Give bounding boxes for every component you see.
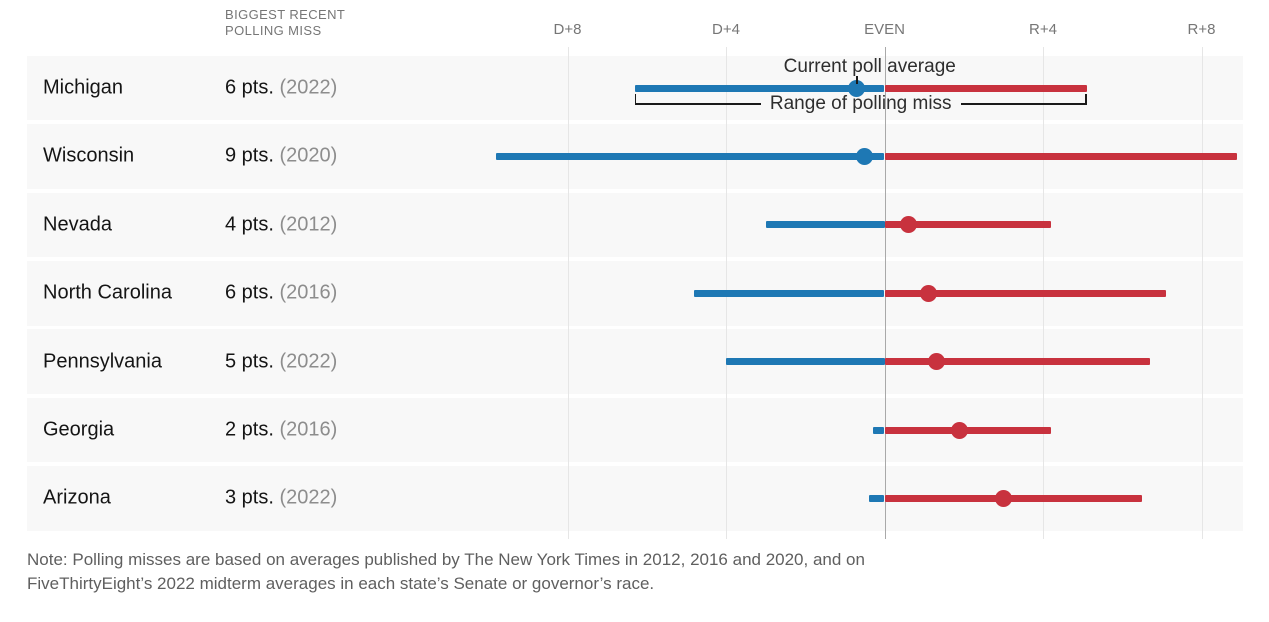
miss-label: 3 pts. (2022) xyxy=(225,487,337,510)
state-row: Nevada 4 pts. (2012) xyxy=(27,192,1243,258)
range-of-polling-miss-bracket: Range of polling miss xyxy=(634,93,1087,114)
poll-average-dot xyxy=(848,79,866,97)
footnote-line1: Note: Polling misses are based on averag… xyxy=(27,550,865,569)
state-name: Wisconsin xyxy=(43,144,135,167)
rep-range-bar xyxy=(884,221,1051,229)
miss-points: 3 pts. xyxy=(225,486,280,509)
axis-tick-label: D+4 xyxy=(712,21,740,38)
miss-points: 5 pts. xyxy=(225,350,280,373)
dem-range-bar xyxy=(726,358,885,366)
miss-label: 4 pts. (2012) xyxy=(225,213,337,236)
miss-year: (2020) xyxy=(279,144,338,167)
column-header: BIGGEST RECENT POLLING MISS xyxy=(225,7,345,38)
miss-label: 6 pts. (2016) xyxy=(225,282,337,305)
miss-points: 4 pts. xyxy=(225,213,280,236)
dem-range-bar xyxy=(765,221,885,229)
poll-average-dot xyxy=(899,216,917,234)
miss-label: 6 pts. (2022) xyxy=(225,77,337,100)
miss-label: 9 pts. (2020) xyxy=(225,145,337,168)
current-poll-average-label: Current poll average xyxy=(783,56,956,77)
column-header-line1: BIGGEST RECENT xyxy=(225,7,346,22)
state-name: Pennsylvania xyxy=(43,350,162,373)
state-name: Arizona xyxy=(43,486,111,509)
poll-average-pointer-tick xyxy=(856,76,858,84)
poll-average-dot xyxy=(951,421,969,439)
state-name: Michigan xyxy=(43,76,124,99)
miss-label: 2 pts. (2016) xyxy=(225,419,337,442)
state-name: North Carolina xyxy=(43,281,172,304)
dem-range-bar xyxy=(694,289,885,297)
poll-average-dot xyxy=(856,147,874,165)
miss-points: 6 pts. xyxy=(225,76,280,99)
gridline xyxy=(567,47,569,539)
state-row: Wisconsin 9 pts. (2020) xyxy=(27,124,1243,189)
miss-points: 2 pts. xyxy=(225,418,280,441)
bracket-left-tick xyxy=(634,94,637,104)
axis-tick-label: R+4 xyxy=(1029,21,1057,38)
miss-year: (2022) xyxy=(279,76,338,99)
bracket-left-line xyxy=(634,103,761,105)
miss-label: 5 pts. (2022) xyxy=(225,350,337,373)
axis-tick-label: D+8 xyxy=(553,21,582,38)
state-name: Georgia xyxy=(43,418,115,441)
miss-year: (2022) xyxy=(279,350,338,373)
miss-points: 9 pts. xyxy=(225,144,280,167)
miss-year: (2022) xyxy=(279,486,338,509)
poll-average-dot xyxy=(994,489,1012,507)
footnote-line2: FiveThirtyEight’s 2022 midterm averages … xyxy=(27,574,655,593)
range-of-polling-miss-label: Range of polling miss xyxy=(769,93,952,114)
footnote: Note: Polling misses are based on averag… xyxy=(27,548,865,596)
rep-range-bar xyxy=(884,494,1143,502)
poll-average-dot xyxy=(927,353,945,371)
dem-range-bar xyxy=(496,152,885,160)
state-row: Georgia 2 pts. (2016) xyxy=(27,397,1243,463)
dem-range-bar xyxy=(872,426,885,434)
dem-range-bar xyxy=(634,84,885,92)
poll-average-dot xyxy=(919,284,937,302)
axis-tick-label: R+8 xyxy=(1187,21,1216,38)
bracket-right-line xyxy=(960,103,1087,105)
rep-range-bar xyxy=(884,289,1166,297)
bracket-right-tick xyxy=(1085,94,1087,104)
column-header-line2: POLLING MISS xyxy=(225,22,322,38)
miss-year: (2012) xyxy=(279,213,338,236)
rep-range-bar xyxy=(884,358,1150,366)
gridline xyxy=(1201,47,1203,539)
dem-range-bar xyxy=(868,494,885,502)
axis-tick-label: EVEN xyxy=(864,21,905,38)
rep-range-bar xyxy=(884,84,1087,92)
rep-range-bar xyxy=(884,152,1238,160)
miss-year: (2016) xyxy=(279,281,338,304)
state-name: Nevada xyxy=(43,213,112,236)
miss-year: (2016) xyxy=(279,418,338,441)
miss-points: 6 pts. xyxy=(225,281,280,304)
